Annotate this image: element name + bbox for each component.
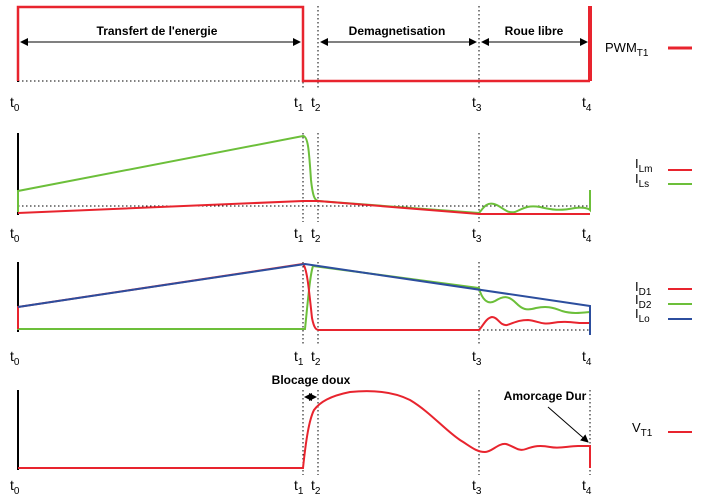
ils-trace bbox=[17, 134, 591, 215]
t0-label-3: t0 bbox=[10, 348, 20, 368]
t3-label-3: t3 bbox=[472, 348, 482, 368]
t0-label-4: t0 bbox=[10, 477, 20, 497]
legend-ils-label: ILs bbox=[635, 171, 649, 190]
t4-label-1: t4 bbox=[582, 94, 592, 114]
t4-label-4: t4 bbox=[582, 477, 592, 497]
legend-ilo-label: ILo bbox=[635, 306, 650, 325]
hard-turn-on-arrow bbox=[547, 406, 589, 443]
diode-current-panel: t0 t1 t2 t3 t4 ID1 ID2 ILo bbox=[10, 262, 692, 368]
pwm-panel: Transfert de l'energie Demagnetisation R… bbox=[10, 5, 692, 114]
phase-demag-label: Demagnetisation bbox=[349, 24, 446, 38]
t1-label-1: t1 bbox=[294, 94, 304, 114]
hard-turn-on-label: Amorcage Dur bbox=[504, 389, 587, 403]
voltage-panel: Blocage doux Amorcage Dur t0 t1 t2 t3 t4… bbox=[10, 373, 692, 497]
vt1-trace bbox=[18, 390, 591, 469]
legend-id2-label: ID2 bbox=[635, 292, 652, 311]
pwm-signal bbox=[16, 5, 590, 83]
t1-label-2: t1 bbox=[294, 225, 304, 245]
t4-label-3: t4 bbox=[582, 348, 592, 368]
phase-transfer-label: Transfert de l'energie bbox=[97, 24, 218, 38]
t3-label-4: t3 bbox=[472, 477, 482, 497]
ilo-trace bbox=[17, 262, 591, 335]
t1-label-4: t1 bbox=[294, 477, 304, 497]
t2-label-4: t2 bbox=[311, 477, 321, 497]
soft-block-label: Blocage doux bbox=[272, 373, 351, 387]
magnetizing-current-panel: t0 t1 t2 t3 t4 ILm ILs bbox=[10, 133, 692, 245]
phase-freewheel-label: Roue libre bbox=[505, 24, 564, 38]
t2-label-1: t2 bbox=[311, 94, 321, 114]
t0-label-1: t0 bbox=[10, 94, 20, 114]
t4-label-2: t4 bbox=[582, 225, 592, 245]
legend-id1-label: ID1 bbox=[635, 279, 652, 298]
legend-pwm-label: PWMT1 bbox=[605, 40, 649, 59]
id2-trace bbox=[17, 264, 591, 330]
t3-label-1: t3 bbox=[472, 94, 482, 114]
legend-ilm-label: ILm bbox=[635, 156, 653, 175]
t2-label-3: t2 bbox=[311, 348, 321, 368]
t2-label-2: t2 bbox=[311, 225, 321, 245]
legend-vt1-label: VT1 bbox=[632, 420, 653, 439]
ilm-trace bbox=[17, 200, 590, 215]
t1-label-3: t1 bbox=[294, 348, 304, 368]
id1-trace bbox=[17, 262, 590, 331]
t0-label-2: t0 bbox=[10, 225, 20, 245]
t3-label-2: t3 bbox=[472, 225, 482, 245]
